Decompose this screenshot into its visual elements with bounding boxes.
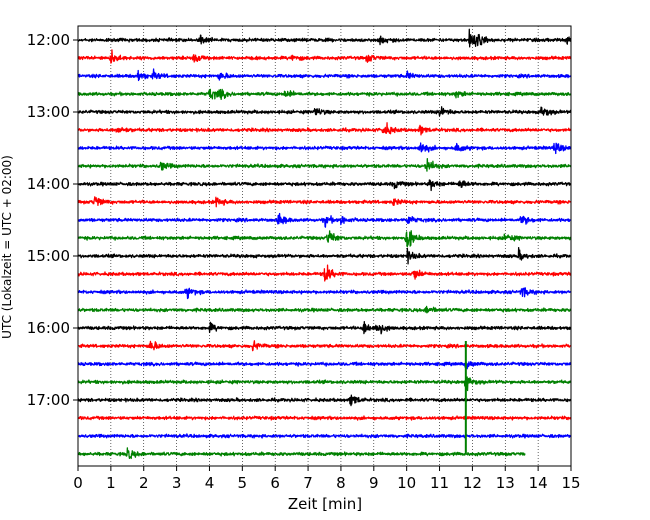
trace-line (77, 246, 572, 265)
trace-line (77, 447, 526, 460)
trace-line (77, 433, 572, 439)
trace-line (77, 287, 572, 300)
y-tick-label: 17:00 (27, 391, 70, 409)
x-tick-label: 11 (430, 474, 449, 492)
trace-line (77, 230, 572, 248)
x-tick-label: 4 (205, 474, 215, 492)
x-axis-ticks: 0 1 2 3 4 5 6 7 8 9 10 11 12 13 14 15 (73, 466, 581, 492)
y-axis-ticks: 12:00 13:00 14:00 15:00 16:00 17:00 (27, 31, 78, 409)
trace-line (77, 305, 572, 314)
x-tick-label: 9 (369, 474, 379, 492)
x-tick-label: 12 (463, 474, 482, 492)
seismogram-traces (77, 28, 572, 460)
x-tick-label: 7 (303, 474, 313, 492)
x-axis-label: Zeit [min] (288, 495, 362, 513)
trace-line (77, 264, 572, 282)
x-tick-label: 10 (397, 474, 416, 492)
y-tick-label: 15:00 (27, 247, 70, 265)
y-tick-label: 12:00 (27, 31, 70, 49)
trace-line (77, 320, 572, 335)
y-axis-label: UTC (Lokalzeit = UTC + 02:00) (0, 155, 14, 339)
plot-frame (77, 25, 572, 467)
trace-line (77, 179, 572, 192)
trace-line (77, 68, 572, 82)
trace-line (77, 88, 572, 101)
x-tick-label: 2 (139, 474, 149, 492)
trace-line (77, 196, 572, 208)
trace-line (77, 376, 572, 392)
trace-line (77, 212, 572, 228)
trace-line (77, 49, 572, 64)
trace-line (77, 157, 572, 172)
x-tick-label: 5 (238, 474, 248, 492)
x-tick-label: 8 (336, 474, 346, 492)
y-tick-label: 16:00 (27, 319, 70, 337)
trace-line (77, 394, 572, 407)
x-tick-label: 14 (529, 474, 548, 492)
trace-line (77, 122, 572, 136)
trace-line (77, 28, 572, 48)
trace-line (77, 340, 572, 352)
x-tick-label: 3 (172, 474, 182, 492)
trace-line (77, 142, 572, 155)
trace-line (77, 106, 572, 117)
trace-line (77, 415, 572, 421)
x-tick-label: 15 (561, 474, 580, 492)
trace-line (77, 361, 572, 370)
y-tick-label: 14:00 (27, 175, 70, 193)
y-tick-label: 13:00 (27, 103, 70, 121)
minute-gridlines (110, 26, 539, 466)
x-tick-label: 1 (106, 474, 116, 492)
x-tick-label: 6 (270, 474, 280, 492)
x-tick-label: 13 (496, 474, 515, 492)
x-tick-label: 0 (73, 474, 83, 492)
